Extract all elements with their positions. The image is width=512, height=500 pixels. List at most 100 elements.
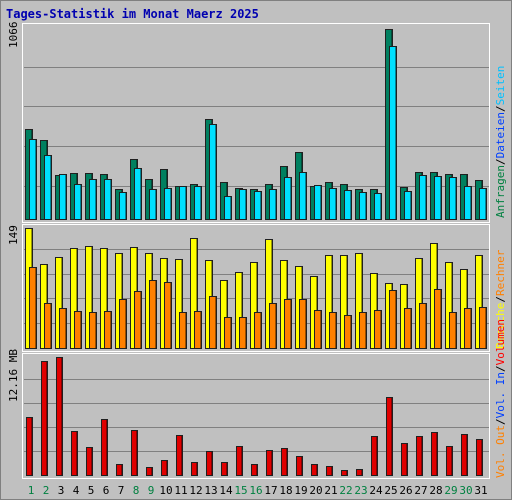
bar-volumen xyxy=(221,462,228,476)
bar-rechner-shade xyxy=(395,291,396,348)
day-tick-label: 21 xyxy=(324,484,337,497)
bar-rechner xyxy=(179,312,187,349)
bar-rechner xyxy=(164,282,172,349)
bar-rechner-shade xyxy=(230,318,231,348)
bar-seiten xyxy=(344,190,352,220)
mid-ymax-label: 149 xyxy=(7,225,20,245)
bar-volumen-shade xyxy=(271,451,272,475)
bar-volumen xyxy=(86,447,93,476)
bar-seiten xyxy=(149,189,157,220)
bar-seiten-shade xyxy=(350,191,351,219)
bar-rechner-shade xyxy=(245,318,246,348)
bar-volumen xyxy=(371,436,378,476)
bar-seiten-shade xyxy=(260,192,261,219)
bar-rechner xyxy=(389,290,397,349)
legend-entry: / xyxy=(494,365,507,372)
day-tick-label: 25 xyxy=(384,484,397,497)
bar-rechner-shade xyxy=(35,268,36,348)
legend-entry: / xyxy=(494,296,507,303)
bar-rechner-shade xyxy=(140,292,141,348)
bar-rechner-shade xyxy=(50,304,51,348)
bar-rechner-shade xyxy=(470,309,471,348)
bar-rechner-shade xyxy=(170,283,171,348)
bar-seiten xyxy=(299,172,307,220)
bar-seiten xyxy=(59,174,67,220)
bar-volumen xyxy=(326,466,333,476)
bar-seiten-shade xyxy=(455,178,456,219)
bar-volumen xyxy=(431,432,438,476)
bar-volumen-shade xyxy=(481,440,482,475)
legend-entry: Anfragen xyxy=(494,165,507,218)
bar-volumen xyxy=(416,436,423,476)
day-tick-label: 8 xyxy=(133,484,140,497)
day-tick-label: 27 xyxy=(414,484,427,497)
bar-volumen-shade xyxy=(301,457,302,475)
bar-besuche-shade xyxy=(451,263,452,348)
bar-seiten-shade xyxy=(170,189,171,219)
bar-besuche-shade xyxy=(91,247,92,348)
bar-rechner xyxy=(59,308,67,349)
bar-besuche-shade xyxy=(346,256,347,348)
bar-rechner-shade xyxy=(200,312,201,348)
bar-seiten xyxy=(194,186,202,220)
bar-seiten-shade xyxy=(215,125,216,219)
bar-rechner xyxy=(359,312,367,349)
bar-volumen xyxy=(131,430,138,476)
legend-entry: Vol. Out xyxy=(494,425,507,478)
bar-rechner-shade xyxy=(335,313,336,348)
bar-besuche-shade xyxy=(256,263,257,348)
bar-seiten-shade xyxy=(185,187,186,219)
bar-rechner xyxy=(374,310,382,349)
bar-seiten-shade xyxy=(35,140,36,219)
bar-rechner-shade xyxy=(80,312,81,348)
bot-legend: Vol. Out/Vol. In/Volumen xyxy=(494,319,507,478)
bar-volumen-shade xyxy=(61,358,62,475)
bar-volumen-shade xyxy=(286,449,287,475)
bar-seiten xyxy=(89,179,97,220)
bar-volumen xyxy=(161,460,168,476)
day-tick-label: 29 xyxy=(444,484,457,497)
bar-rechner xyxy=(209,296,217,349)
bar-volumen xyxy=(41,361,48,476)
bar-rechner xyxy=(149,280,157,349)
legend-entry: Vol. In xyxy=(494,372,507,418)
day-tick-label: 28 xyxy=(429,484,442,497)
day-tick-label: 6 xyxy=(103,484,110,497)
bar-volumen-shade xyxy=(406,444,407,475)
legend-entry: / xyxy=(494,105,507,112)
bar-seiten-shade xyxy=(365,193,366,219)
legend-entry: Rechner xyxy=(494,249,507,296)
legend-entry: Seiten xyxy=(494,66,507,106)
bar-volumen-shade xyxy=(451,447,452,475)
bar-rechner xyxy=(104,311,112,349)
bar-seiten-shade xyxy=(335,189,336,219)
bar-rechner xyxy=(44,303,52,349)
bar-seiten-shade xyxy=(65,175,66,219)
bar-volumen-shade xyxy=(181,436,182,475)
day-tick-label: 14 xyxy=(219,484,233,497)
bar-volumen-shade xyxy=(106,420,107,475)
day-tick-label: 16 xyxy=(249,484,262,497)
bar-rechner xyxy=(299,299,307,349)
bar-rechner-shade xyxy=(365,313,366,348)
bar-volumen xyxy=(176,435,183,476)
bar-seiten-shade xyxy=(320,186,321,219)
day-tick-label: 5 xyxy=(88,484,95,497)
bar-rechner-shade xyxy=(455,313,456,348)
bar-seiten-shade xyxy=(140,169,141,219)
bar-seiten xyxy=(239,189,247,220)
bar-volumen xyxy=(101,419,108,476)
bar-besuche-shade xyxy=(76,249,77,348)
day-tick-label: 23 xyxy=(354,484,367,497)
bar-rechner-shade xyxy=(380,311,381,348)
mid-legend: Besuche/Rechner xyxy=(494,249,507,349)
bar-seiten-shade xyxy=(110,180,111,219)
day-tick-label: 30 xyxy=(459,484,472,497)
bar-rechner xyxy=(119,299,127,349)
bar-seiten xyxy=(404,191,412,220)
top-legend: Anfragen/Dateien/Seiten xyxy=(494,66,507,218)
bar-volumen-shade xyxy=(346,471,347,475)
bar-seiten xyxy=(29,139,37,220)
legend-entry: / xyxy=(494,418,507,425)
